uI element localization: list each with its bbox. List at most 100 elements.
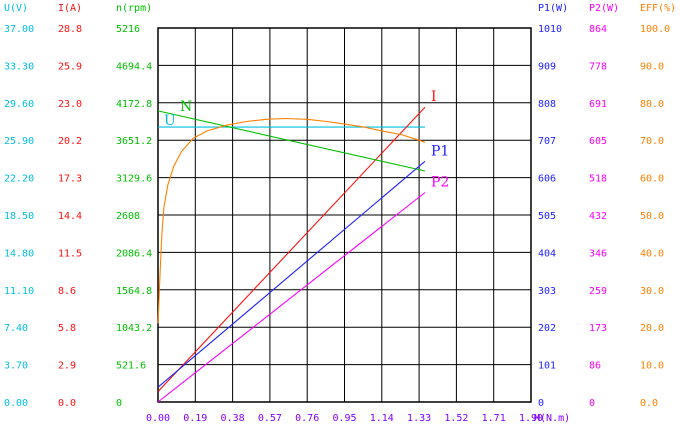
y-tick-label-p2: 86 — [589, 361, 601, 372]
y-tick-label-p2: 605 — [589, 136, 607, 147]
y-axis-header-n: n(rpm) — [116, 3, 152, 14]
y-tick-label-p1: 303 — [538, 286, 556, 297]
series-label-i: I — [431, 89, 437, 105]
x-tick-label: 0.76 — [295, 413, 319, 424]
y-tick-label-p1: 909 — [538, 61, 556, 72]
y-tick-label-p1: 1010 — [538, 24, 562, 35]
series-line-p1 — [157, 160, 426, 388]
y-tick-label-u: 22.20 — [4, 174, 34, 185]
series-label-u: U — [164, 113, 176, 129]
series-label-p1: P1 — [431, 143, 449, 159]
y-tick-label-p2: 778 — [589, 61, 607, 72]
x-tick-label: 1.71 — [482, 413, 506, 424]
y-tick-label-p1: 404 — [538, 248, 556, 259]
y-axis-header-eff: EFF(%) — [640, 3, 676, 14]
y-axis-header-p2: P2(W) — [589, 3, 619, 14]
y-tick-label-n: 4694.4 — [116, 61, 152, 72]
x-tick-label: 1.14 — [370, 413, 394, 424]
x-tick-label: 0.57 — [258, 413, 282, 424]
y-tick-label-eff: 20.0 — [640, 323, 664, 334]
y-axis-header-i: I(A) — [58, 3, 82, 14]
y-tick-label-n: 1564.8 — [116, 286, 152, 297]
x-axis-label: M(N.m) — [534, 413, 570, 424]
y-tick-label-i: 14.4 — [58, 211, 82, 222]
x-tick-label: 1.90 — [519, 413, 543, 424]
series-label-p2: P2 — [431, 174, 449, 190]
y-tick-label-n: 1043.2 — [116, 323, 152, 334]
y-tick-label-i: 20.2 — [58, 136, 82, 147]
y-tick-label-u: 29.60 — [4, 99, 34, 110]
y-tick-label-eff: 30.0 — [640, 286, 664, 297]
y-tick-label-i: 11.5 — [58, 248, 82, 259]
series-labels: U I N P1 P2 — [164, 89, 449, 190]
y-tick-label-eff: 40.0 — [640, 248, 664, 259]
y-tick-label-i: 17.3 — [58, 174, 82, 185]
y-tick-label-p2: 432 — [589, 211, 607, 222]
y-tick-label-p1: 606 — [538, 174, 556, 185]
y-tick-label-u: 11.10 — [4, 286, 34, 297]
y-tick-label-p2: 864 — [589, 24, 607, 35]
y-tick-label-i: 5.8 — [58, 323, 76, 334]
y-tick-label-n: 5216 — [116, 24, 140, 35]
x-tick-label: 1.33 — [407, 413, 431, 424]
y-tick-label-eff: 0.0 — [640, 398, 658, 409]
y-tick-label-i: 2.9 — [58, 361, 76, 372]
y-tick-label-n: 2608 — [116, 211, 140, 222]
x-tick-label: 0.38 — [221, 413, 245, 424]
y-tick-label-p2: 691 — [589, 99, 607, 110]
y-tick-label-p2: 0 — [589, 398, 595, 409]
y-tick-label-p1: 505 — [538, 211, 556, 222]
y-tick-label-n: 3129.6 — [116, 174, 152, 185]
y-tick-label-p1: 202 — [538, 323, 556, 334]
y-tick-label-u: 0.00 — [4, 398, 28, 409]
y-tick-label-u: 25.90 — [4, 136, 34, 147]
y-tick-label-u: 14.80 — [4, 248, 34, 259]
y-tick-label-n: 521.6 — [116, 361, 146, 372]
y-tick-label-i: 8.6 — [58, 286, 76, 297]
y-tick-label-u: 7.40 — [4, 323, 28, 334]
plot-grid — [157, 27, 532, 403]
y-tick-label-p2: 173 — [589, 323, 607, 334]
y-tick-label-eff: 10.0 — [640, 361, 664, 372]
y-tick-label-u: 3.70 — [4, 361, 28, 372]
y-tick-label-n: 4172.8 — [116, 99, 152, 110]
y-tick-label-p2: 346 — [589, 248, 607, 259]
x-tick-label: 0.95 — [332, 413, 356, 424]
y-tick-label-p1: 0 — [538, 398, 544, 409]
series-line-eff — [157, 117, 426, 324]
series-line-p2 — [157, 192, 426, 403]
y-tick-label-u: 18.50 — [4, 211, 34, 222]
y-tick-label-i: 0.0 — [58, 398, 76, 409]
y-tick-label-p2: 518 — [589, 174, 607, 185]
y-tick-label-i: 28.8 — [58, 24, 82, 35]
y-tick-label-n: 0 — [116, 398, 122, 409]
y-tick-label-i: 23.0 — [58, 99, 82, 110]
y-tick-label-eff: 60.0 — [640, 174, 664, 185]
series-line-i — [157, 106, 426, 392]
y-tick-label-p1: 101 — [538, 361, 556, 372]
y-tick-label-eff: 80.0 — [640, 99, 664, 110]
y-tick-label-n: 3651.2 — [116, 136, 152, 147]
y-tick-label-eff: 50.0 — [640, 211, 664, 222]
x-tick-label: 0.19 — [183, 413, 207, 424]
y-tick-label-p2: 259 — [589, 286, 607, 297]
y-tick-label-eff: 100.0 — [640, 24, 670, 35]
y-tick-label-p1: 707 — [538, 136, 556, 147]
y-tick-label-u: 33.30 — [4, 61, 34, 72]
series-lines — [157, 106, 426, 403]
y-axis-header-p1: P1(W) — [538, 3, 568, 14]
x-axis: 0.00 0.19 0.38 0.57 0.76 0.95 1.14 1.33 1.52 1.71… — [146, 413, 570, 424]
x-tick-label: 0.00 — [146, 413, 170, 424]
y-tick-label-i: 25.9 — [58, 61, 82, 72]
series-line-n — [157, 110, 426, 172]
y-tick-label-u: 37.00 — [4, 24, 34, 35]
y-axis-header-u: U(V) — [4, 3, 28, 14]
y-axes: U(V)0.003.707.4011.1014.8018.5022.2025.9… — [4, 3, 676, 409]
y-tick-label-n: 2086.4 — [116, 248, 152, 259]
y-tick-label-p1: 808 — [538, 99, 556, 110]
y-tick-label-eff: 70.0 — [640, 136, 664, 147]
x-tick-label: 1.52 — [444, 413, 468, 424]
y-tick-label-eff: 90.0 — [640, 61, 664, 72]
series-label-n: N — [180, 99, 192, 115]
